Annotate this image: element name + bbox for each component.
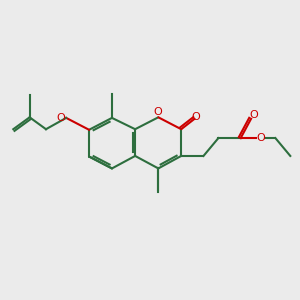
Text: O: O bbox=[256, 133, 265, 143]
Text: O: O bbox=[56, 113, 65, 123]
Text: O: O bbox=[192, 112, 200, 122]
Text: O: O bbox=[153, 107, 162, 117]
Text: O: O bbox=[249, 110, 258, 120]
